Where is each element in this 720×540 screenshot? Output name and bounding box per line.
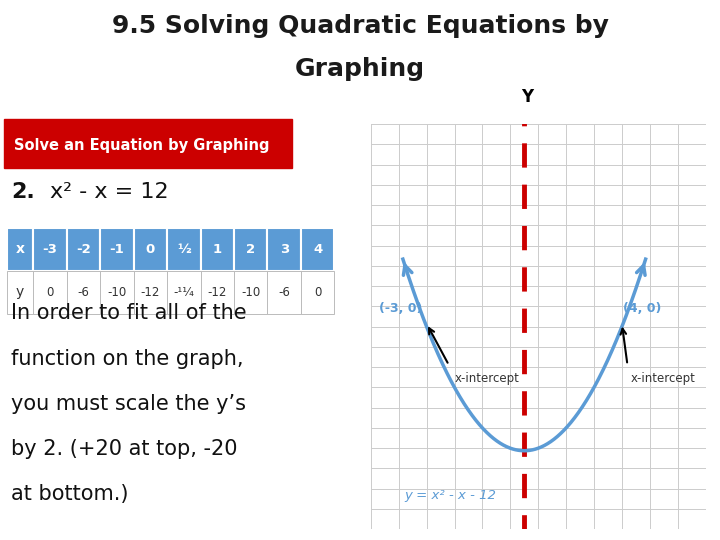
Text: -2: -2 [76,242,91,255]
Bar [200,227,234,271]
Bar [234,271,268,314]
Text: 2: 2 [246,242,256,255]
Bar [33,227,66,271]
Bar [167,271,200,314]
Bar [7,227,33,271]
Bar [33,271,66,314]
Text: you must scale the y’s: you must scale the y’s [11,394,246,414]
Text: Solve an Equation by Graphing: Solve an Equation by Graphing [14,138,270,153]
Bar [66,271,100,314]
Text: x² - x = 12: x² - x = 12 [50,183,169,202]
Bar [7,271,33,314]
Text: at bottom.): at bottom.) [11,484,128,504]
Text: 0: 0 [314,286,321,299]
Text: (-3, 0): (-3, 0) [379,301,423,314]
Text: x-intercept: x-intercept [630,372,695,385]
Text: 9.5 Solving Quadratic Equations by: 9.5 Solving Quadratic Equations by [112,14,608,37]
Bar [267,271,301,314]
Text: -3: -3 [42,242,58,255]
Text: 3: 3 [279,242,289,255]
Text: -12: -12 [207,286,227,299]
Bar [267,227,301,271]
Text: (4, 0): (4, 0) [624,301,662,314]
Text: -¹¹⁄₄: -¹¹⁄₄ [174,286,194,299]
Text: x-intercept: x-intercept [454,372,519,385]
Bar [134,271,167,314]
Text: 4: 4 [313,242,323,255]
Bar [100,271,134,314]
Bar [66,227,100,271]
Bar [134,227,167,271]
Bar [100,227,134,271]
Text: -12: -12 [140,286,160,299]
Text: by 2. (+20 at top, -20: by 2. (+20 at top, -20 [11,439,238,459]
Text: Graphing: Graphing [295,57,425,80]
Bar [200,271,234,314]
Text: In order to fit all of the: In order to fit all of the [11,303,246,323]
Text: 0: 0 [145,242,155,255]
FancyBboxPatch shape [4,119,292,168]
Text: 2.: 2. [11,183,35,202]
Text: y = x² - x - 12: y = x² - x - 12 [405,489,496,502]
Text: -6: -6 [279,286,290,299]
Bar [167,227,200,271]
Text: -1: -1 [109,242,124,255]
Text: ½: ½ [177,242,191,255]
Text: -6: -6 [78,286,89,299]
Text: x: x [16,242,24,256]
Text: 0: 0 [46,286,53,299]
Text: function on the graph,: function on the graph, [11,349,243,369]
Text: Y: Y [521,88,534,106]
Text: -10: -10 [107,286,127,299]
Text: y: y [16,285,24,299]
Text: -10: -10 [241,286,261,299]
Text: 1: 1 [212,242,222,255]
Bar [234,227,268,271]
Bar [301,271,334,314]
Bar [301,227,334,271]
